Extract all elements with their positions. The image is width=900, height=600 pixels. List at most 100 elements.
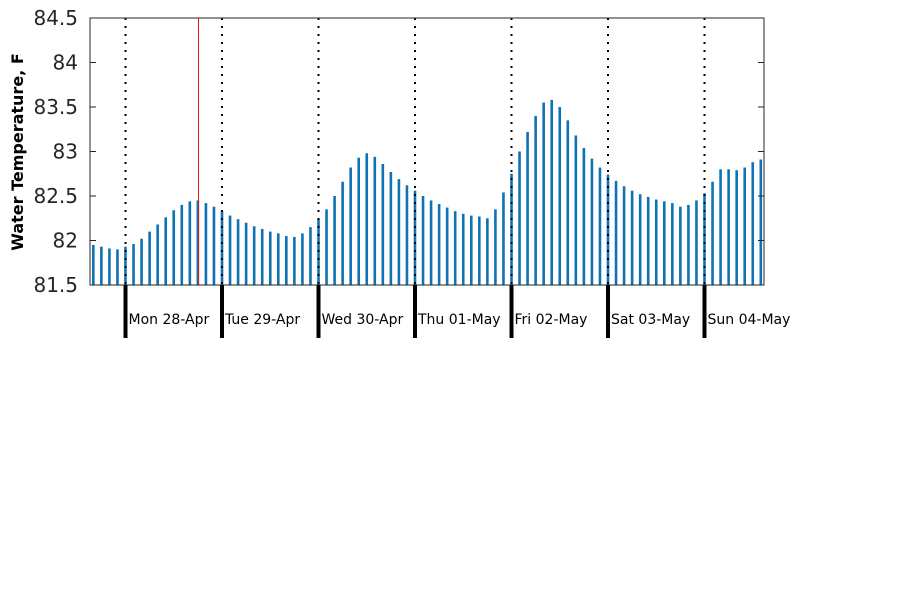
temperature-bar bbox=[590, 158, 594, 285]
temperature-bar bbox=[453, 211, 457, 285]
temperature-bar bbox=[397, 179, 401, 285]
temperature-bar bbox=[389, 171, 393, 285]
plot-background bbox=[90, 18, 764, 285]
x-axis-day-labels: Mon 28-Apr Tue 29-Apr Wed 30-Apr Thu 01-May… bbox=[123, 285, 791, 338]
temperature-bar bbox=[204, 203, 208, 285]
temperature-bar bbox=[558, 107, 562, 285]
temperature-bar bbox=[759, 159, 763, 285]
temperature-bar bbox=[719, 169, 722, 285]
temperature-bar bbox=[148, 231, 151, 285]
temperature-bar bbox=[461, 213, 465, 285]
temperature-bar bbox=[341, 181, 344, 285]
temperature-bar bbox=[100, 246, 103, 285]
temperature-bar bbox=[727, 169, 730, 285]
temperature-bar bbox=[365, 153, 369, 285]
day-label: Wed 30-Apr bbox=[322, 312, 404, 328]
y-tick-label: 84.5 bbox=[33, 6, 78, 30]
temperature-bar bbox=[671, 203, 674, 285]
temperature-bar bbox=[285, 236, 288, 285]
temperature-bar bbox=[349, 167, 352, 285]
y-tick-label: 83.5 bbox=[33, 95, 78, 119]
bars-group bbox=[92, 99, 763, 286]
temperature-bar bbox=[542, 102, 545, 285]
temperature-bar bbox=[405, 185, 409, 285]
y-axis-label: Water Temperature, F bbox=[8, 53, 27, 251]
temperature-bar bbox=[357, 157, 361, 285]
temperature-bar bbox=[510, 173, 513, 285]
day-label: Fri 02-May bbox=[515, 312, 588, 328]
temperature-bar bbox=[534, 115, 537, 286]
temperature-bar bbox=[703, 193, 706, 285]
temperature-bar bbox=[124, 246, 127, 285]
temperature-bar bbox=[646, 196, 650, 285]
temperature-bar bbox=[164, 217, 168, 285]
temperature-bar bbox=[582, 147, 586, 285]
temperature-bar bbox=[236, 219, 240, 285]
day-label: Sun 04-May bbox=[708, 312, 791, 328]
temperature-bar bbox=[317, 219, 320, 285]
temperature-bar bbox=[679, 206, 682, 285]
temperature-bar bbox=[743, 167, 747, 285]
day-label: Sat 03-May bbox=[611, 312, 690, 328]
temperature-bar bbox=[172, 210, 176, 285]
temperature-bar bbox=[662, 201, 666, 285]
temperature-bar bbox=[196, 200, 200, 285]
temperature-bar bbox=[437, 204, 441, 285]
temperature-bar bbox=[260, 228, 264, 285]
temperature-bar bbox=[373, 156, 377, 285]
y-tick-label: 83 bbox=[53, 140, 78, 164]
day-label: Thu 01-May bbox=[417, 312, 501, 328]
temperature-bar bbox=[711, 181, 714, 285]
temperature-bar bbox=[228, 215, 232, 285]
temperature-bar bbox=[654, 199, 658, 285]
temperature-bar bbox=[614, 180, 618, 285]
temperature-bar bbox=[638, 194, 642, 285]
temperature-bar bbox=[309, 227, 312, 285]
temperature-bar bbox=[92, 244, 95, 285]
temperature-bar bbox=[381, 163, 385, 285]
temperature-bar bbox=[574, 135, 578, 285]
temperature-bar bbox=[445, 207, 449, 285]
temperature-bar bbox=[518, 151, 521, 285]
temperature-bar bbox=[116, 249, 119, 285]
temperature-bar bbox=[244, 222, 248, 285]
y-axis-ticks: 81.5 82 82.5 83 83.5 84 84.5 bbox=[33, 6, 764, 297]
temperature-bar bbox=[429, 200, 433, 285]
temperature-bar bbox=[413, 190, 417, 285]
temperature-bar bbox=[140, 238, 143, 285]
temperature-bar bbox=[687, 204, 690, 285]
temperature-bar bbox=[478, 216, 481, 285]
temperature-bar bbox=[293, 236, 296, 285]
y-tick-label: 82.5 bbox=[33, 184, 78, 208]
temperature-bar bbox=[598, 167, 602, 285]
temperature-bar bbox=[695, 200, 698, 285]
y-tick-label: 84 bbox=[53, 51, 78, 75]
temperature-bar bbox=[188, 201, 192, 285]
day-label: Tue 29-Apr bbox=[224, 312, 300, 328]
temperature-bar bbox=[486, 218, 489, 285]
temperature-bar bbox=[622, 186, 626, 285]
y-tick-label: 82 bbox=[53, 229, 78, 253]
temperature-bar bbox=[132, 244, 135, 285]
day-label: Mon 28-Apr bbox=[129, 312, 210, 328]
y-tick-label: 81.5 bbox=[33, 273, 78, 297]
temperature-bar bbox=[108, 248, 111, 285]
temperature-bar bbox=[220, 211, 224, 285]
temperature-bar bbox=[268, 231, 272, 285]
temperature-bar bbox=[526, 131, 529, 285]
temperature-bar bbox=[325, 209, 328, 285]
temperature-bar bbox=[156, 224, 159, 285]
temperature-bar bbox=[751, 162, 755, 285]
temperature-bar bbox=[469, 215, 473, 285]
temperature-bar bbox=[550, 99, 554, 285]
temperature-bar bbox=[421, 196, 425, 285]
temperature-bar bbox=[606, 174, 610, 285]
temperature-bar bbox=[180, 204, 184, 285]
temperature-bar bbox=[276, 233, 280, 285]
temperature-bar bbox=[566, 120, 570, 285]
temperature-bar bbox=[301, 233, 304, 285]
temperature-bar bbox=[630, 190, 634, 285]
temperature-bar bbox=[252, 226, 256, 285]
temperature-bar bbox=[494, 209, 497, 285]
